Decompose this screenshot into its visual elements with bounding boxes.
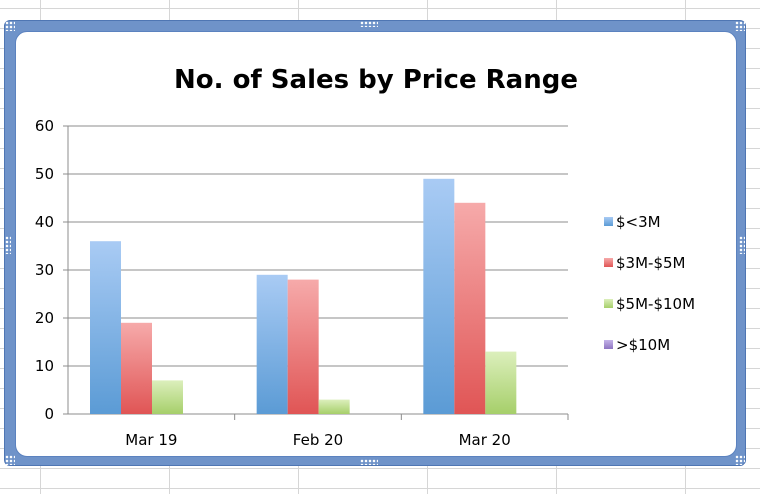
x-tick-label: Mar 20 bbox=[459, 431, 511, 449]
bar bbox=[454, 202, 486, 414]
legend-label: $3M-$5M bbox=[616, 254, 685, 272]
x-axis-ticks: Mar 19 Feb 20 Mar 20 bbox=[125, 431, 510, 449]
resize-handle-bottom-right[interactable] bbox=[735, 455, 745, 465]
chart-area[interactable]: No. of Sales by Price Range 0 10 20 30 40 50 6… bbox=[15, 31, 737, 457]
x-tick-label: Mar 19 bbox=[125, 431, 177, 449]
resize-handle-top[interactable] bbox=[360, 21, 378, 27]
bar bbox=[90, 241, 121, 414]
bar bbox=[423, 178, 455, 414]
resize-handle-top-left[interactable] bbox=[5, 21, 15, 31]
x-tick-label: Feb 20 bbox=[293, 431, 343, 449]
y-tick-label: 30 bbox=[35, 261, 54, 279]
bar bbox=[485, 351, 517, 414]
bars bbox=[90, 178, 517, 414]
y-axis-ticks: 0 10 20 30 40 50 60 bbox=[35, 117, 54, 423]
y-tick-label: 60 bbox=[35, 117, 54, 135]
y-tick-label: 10 bbox=[35, 357, 54, 375]
resize-handle-left[interactable] bbox=[5, 236, 11, 254]
bar bbox=[121, 322, 152, 414]
legend-swatch bbox=[604, 258, 613, 267]
legend-label: $<3M bbox=[616, 213, 661, 231]
y-tick-label: 40 bbox=[35, 213, 54, 231]
y-tick-label: 20 bbox=[35, 309, 54, 327]
chart-selection-frame[interactable]: No. of Sales by Price Range 0 10 20 30 40 50 6… bbox=[4, 20, 746, 466]
y-tick-label: 50 bbox=[35, 165, 54, 183]
legend-swatch bbox=[604, 340, 613, 349]
bar bbox=[256, 274, 288, 414]
bar bbox=[318, 399, 350, 414]
bar bbox=[287, 279, 319, 414]
legend-swatch bbox=[604, 299, 613, 308]
legend-swatch bbox=[604, 217, 613, 226]
resize-handle-bottom-left[interactable] bbox=[5, 455, 15, 465]
bar-chart: No. of Sales by Price Range 0 10 20 30 40 50 6… bbox=[35, 65, 695, 449]
legend[interactable]: $<3M $3M-$5M $5M-$10M >$10M bbox=[604, 213, 695, 354]
resize-handle-bottom[interactable] bbox=[360, 459, 378, 465]
resize-handle-right[interactable] bbox=[739, 236, 745, 254]
legend-label: $5M-$10M bbox=[616, 295, 695, 313]
bar bbox=[152, 380, 183, 414]
resize-handle-top-right[interactable] bbox=[735, 21, 745, 31]
chart-title: No. of Sales by Price Range bbox=[174, 65, 578, 95]
y-tick-label: 0 bbox=[44, 405, 54, 423]
legend-label: >$10M bbox=[616, 336, 670, 354]
